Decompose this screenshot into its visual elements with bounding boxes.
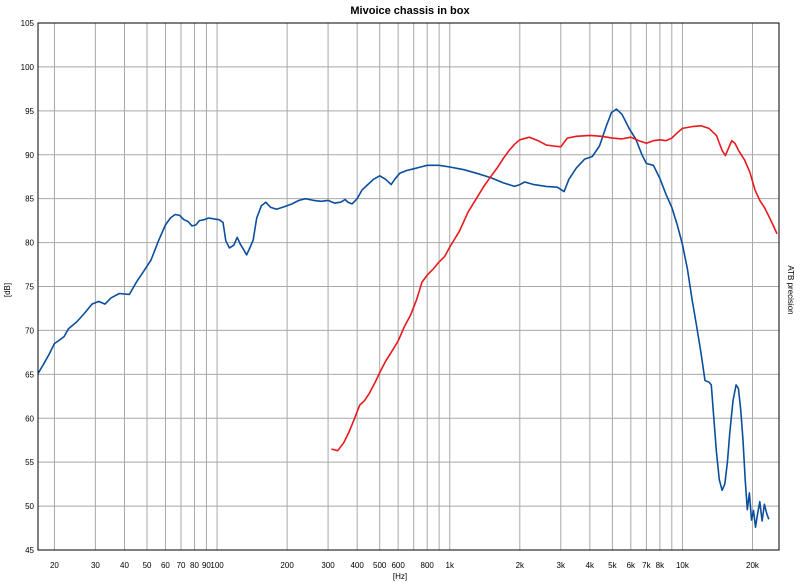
x-tick-label: 100 — [210, 561, 224, 570]
x-tick-label: 2k — [516, 561, 525, 570]
x-tick-label: 60 — [161, 561, 170, 570]
y-tick-label: 90 — [25, 151, 34, 160]
right-axis-label: ATB precision — [786, 265, 795, 314]
y-axis-label: [dB] — [3, 283, 12, 297]
x-tick-label: 3k — [557, 561, 566, 570]
y-tick-label: 70 — [25, 326, 34, 335]
chart-title: Mivoice chassis in box — [350, 5, 470, 17]
x-tick-label: 300 — [321, 561, 335, 570]
y-tick-label: 80 — [25, 239, 34, 248]
x-tick-label: 50 — [143, 561, 152, 570]
x-tick-label: 20k — [746, 561, 760, 570]
series-line-red — [331, 125, 778, 452]
x-tick-label: 400 — [350, 561, 364, 570]
x-tick-label: 200 — [280, 561, 294, 570]
y-tick-label: 100 — [21, 63, 35, 72]
x-tick-label: 600 — [391, 561, 405, 570]
y-tick-label: 85 — [25, 195, 34, 204]
x-tick-label: 7k — [642, 561, 651, 570]
y-tick-label: 65 — [25, 370, 34, 379]
x-tick-label: 40 — [120, 561, 129, 570]
x-tick-label: 90 — [202, 561, 211, 570]
x-tick-label: 80 — [190, 561, 199, 570]
x-tick-label: 800 — [421, 561, 435, 570]
x-tick-label: 8k — [656, 561, 665, 570]
x-tick-label: 500 — [373, 561, 387, 570]
y-tick-labels: 45 50 55 60 65 70 75 80 85 90 95 100 105 — [21, 19, 35, 555]
x-tick-label: 10k — [676, 561, 690, 570]
series-line-blue — [37, 108, 770, 528]
y-tick-label: 75 — [25, 283, 34, 292]
x-tick-label: 20 — [50, 561, 59, 570]
y-tick-label: 55 — [25, 458, 34, 467]
y-tick-label: 50 — [25, 502, 34, 511]
x-tick-label: 1k — [446, 561, 455, 570]
y-tick-label: 60 — [25, 414, 34, 423]
x-tick-labels: 20 30 40 50 60 70 80 90 100 200 300 400 500 600 800 1k 2… — [50, 561, 760, 570]
x-tick-label: 4k — [586, 561, 595, 570]
x-tick-label: 5k — [608, 561, 617, 570]
x-tick-label: 6k — [627, 561, 636, 570]
y-tick-label: 95 — [25, 107, 34, 116]
x-axis-label: [Hz] — [393, 572, 407, 581]
y-tick-label: 45 — [25, 546, 34, 555]
x-tick-label: 30 — [91, 561, 100, 570]
x-tick-label: 70 — [177, 561, 186, 570]
plot-frame — [37, 22, 780, 551]
y-tick-label: 105 — [21, 19, 35, 28]
chart-series-layer — [37, 108, 778, 528]
